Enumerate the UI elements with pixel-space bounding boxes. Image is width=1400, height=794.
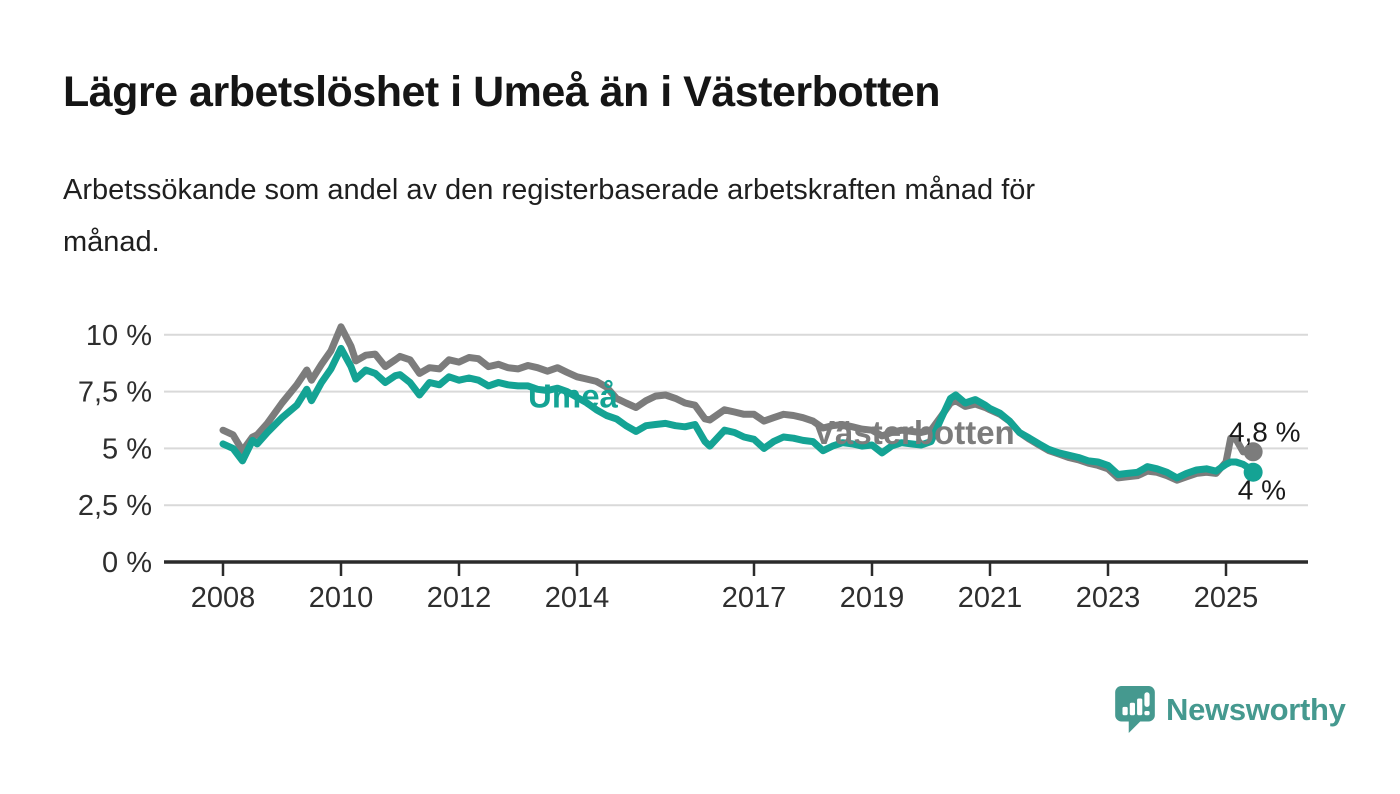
- y-tick-label: 0 %: [102, 547, 152, 579]
- subtitle-line-2: månad.: [63, 226, 160, 258]
- end-dot-västerbotten: [1243, 442, 1263, 462]
- end-value-label-umeå: 4 %: [1238, 475, 1286, 506]
- newsworthy-logo: Newsworthy: [1115, 684, 1346, 736]
- x-tick-label: 2019: [840, 582, 905, 614]
- y-tick-label: 2,5 %: [78, 490, 152, 522]
- page-title: Lägre arbetslöshet i Umeå än i Västerbot…: [63, 68, 941, 116]
- x-tick-label: 2021: [958, 582, 1023, 614]
- y-tick-label: 7,5 %: [78, 377, 152, 409]
- end-value-label-västerbotten: 4,8 %: [1229, 417, 1301, 448]
- series-line-västerbotten: [219, 323, 1257, 484]
- x-tick-label: 2008: [191, 582, 256, 614]
- x-tick-label: 2014: [545, 582, 610, 614]
- y-tick-label: 10 %: [86, 320, 152, 352]
- bar-chart-speech-bubble-icon: [1115, 686, 1155, 733]
- y-tick-label: 5 %: [102, 433, 152, 465]
- series-label-umeå: Umeå: [528, 378, 619, 415]
- x-tick-label: 2010: [309, 582, 374, 614]
- unemployment-line-chart: 0 % 2,5 % 5 % 7,5 % 10 % 2008 2010 2012 2014 2017…: [78, 320, 1308, 614]
- x-tick-label: 2025: [1194, 582, 1259, 614]
- newsworthy-logo-text: Newsworthy: [1166, 692, 1346, 727]
- x-tick-label: 2023: [1076, 582, 1141, 614]
- series-line-umeå: [219, 344, 1257, 482]
- page-subtitle: Arbetssökande som andel av den registerb…: [63, 164, 1313, 268]
- end-dot-umeå: [1243, 462, 1263, 482]
- series-label-västerbotten: Västerbotten: [813, 414, 1015, 451]
- x-tick-label: 2012: [427, 582, 492, 614]
- subtitle-line-1: Arbetssökande som andel av den registerb…: [63, 174, 1036, 206]
- x-tick-label: 2017: [722, 582, 787, 614]
